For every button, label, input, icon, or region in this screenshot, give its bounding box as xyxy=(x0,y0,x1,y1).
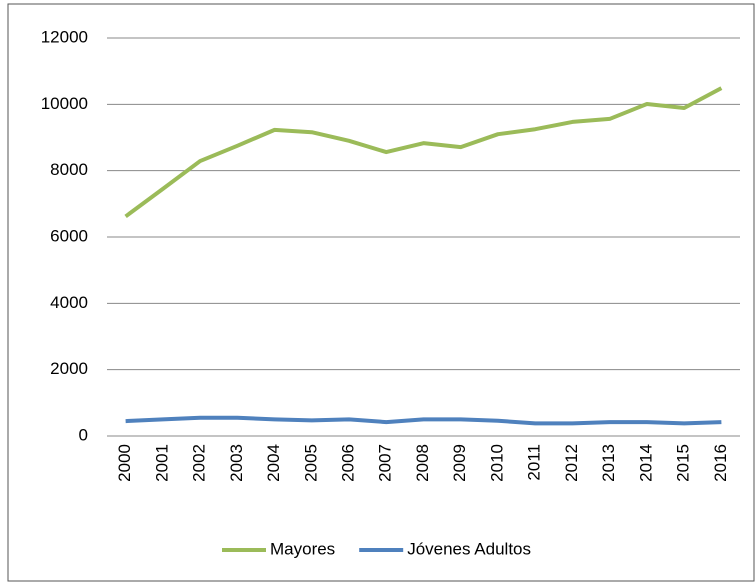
x-tick-label: 2001 xyxy=(152,444,171,482)
x-tick-label: 2008 xyxy=(413,444,432,482)
x-tick-label: 2015 xyxy=(674,444,693,482)
y-tick-label: 6000 xyxy=(50,226,88,245)
data-line xyxy=(124,86,723,219)
y-tick-label: 0 xyxy=(79,425,88,444)
x-tick-label: 2005 xyxy=(301,444,320,482)
y-tick-label: 2000 xyxy=(50,359,88,378)
x-tick-label: 2004 xyxy=(264,444,283,482)
chart-border xyxy=(7,3,755,582)
y-tick-label: 10000 xyxy=(41,94,88,113)
x-tick-label: 2007 xyxy=(376,444,395,482)
x-tick-label: 2002 xyxy=(190,444,209,482)
y-tick-label: 12000 xyxy=(41,27,88,46)
x-tick-label: 2000 xyxy=(115,444,134,482)
x-tick-label: 2003 xyxy=(227,444,246,482)
y-tick-label: 8000 xyxy=(50,160,88,179)
data-line xyxy=(125,415,722,426)
x-tick-label: 2016 xyxy=(711,444,730,482)
x-tick-label: 2009 xyxy=(450,444,469,482)
legend-label: Mayores xyxy=(270,539,335,558)
x-tick-label: 2012 xyxy=(562,444,581,482)
x-tick-label: 2011 xyxy=(525,444,544,481)
y-tick-label: 4000 xyxy=(50,293,88,312)
x-tick-label: 2013 xyxy=(599,444,618,482)
x-tick-label: 2006 xyxy=(339,444,358,482)
x-tick-label: 2010 xyxy=(487,444,506,482)
legend-label: Jóvenes Adultos xyxy=(407,539,531,558)
x-tick-label: 2014 xyxy=(636,444,655,482)
